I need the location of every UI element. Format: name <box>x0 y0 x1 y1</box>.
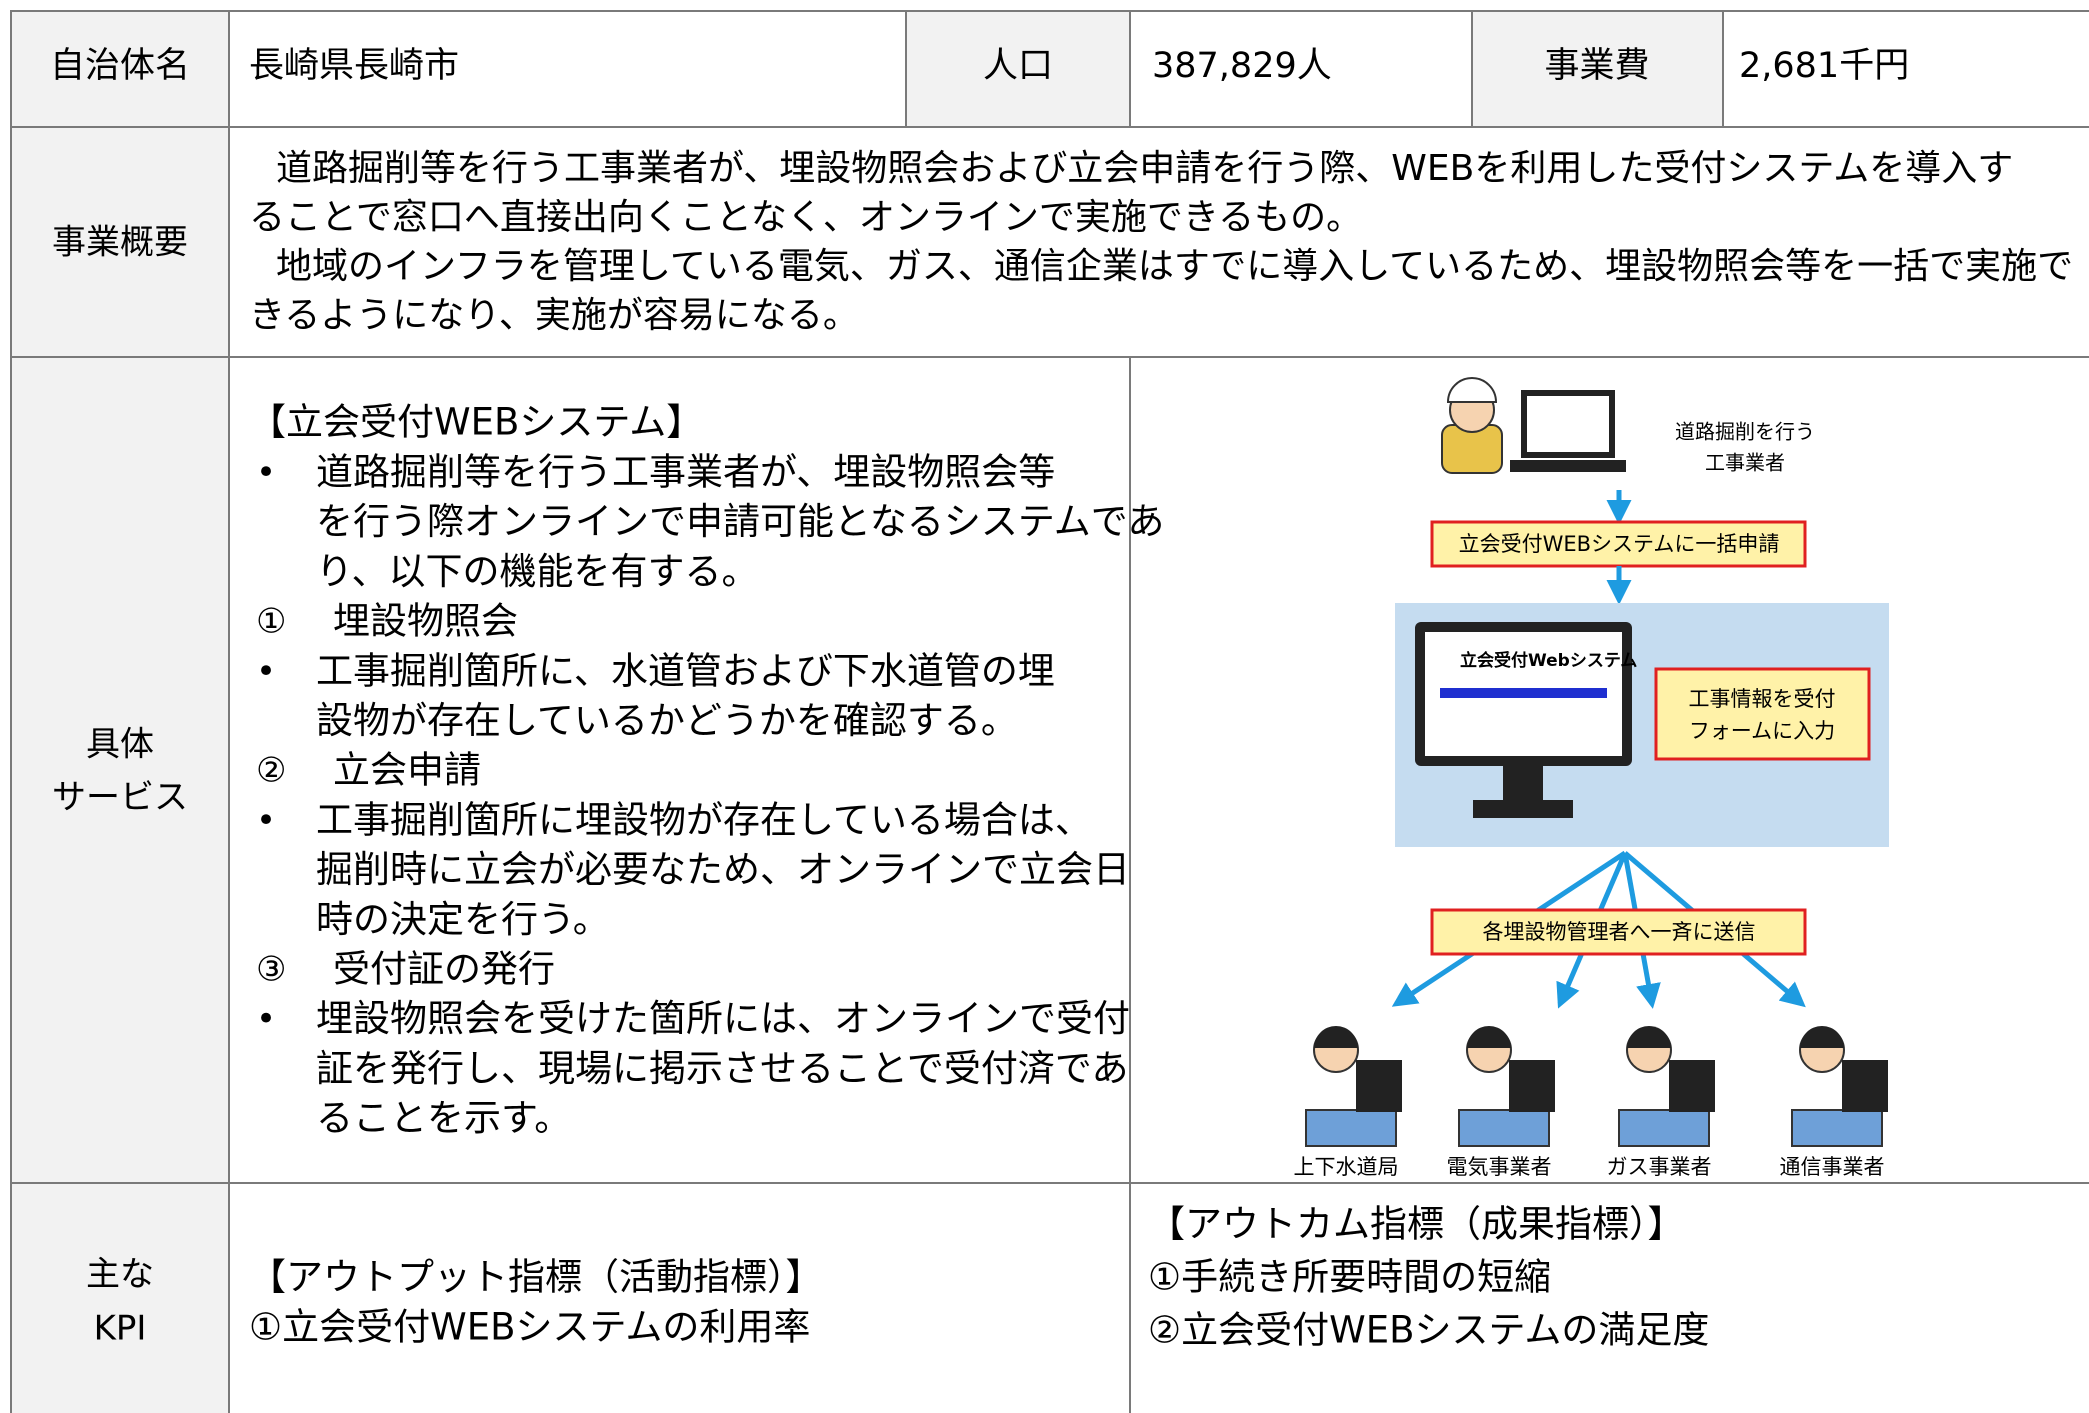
cell <box>228 10 907 128</box>
cell <box>228 126 2089 358</box>
operator-icon <box>1791 1026 1888 1147</box>
marker: • <box>256 800 276 840</box>
monitor <box>1356 1060 1402 1112</box>
marker: ① <box>256 602 286 642</box>
monitor <box>1669 1060 1715 1112</box>
operator-icon <box>1458 1026 1555 1147</box>
paragraph-line: 地域のインフラを管理している電気、ガス、通信企業はすでに導入しているため、埋設物… <box>276 246 2073 287</box>
paragraph-line: ることで窓口へ直接出向くことなく、オンラインで実施できるもの。 <box>249 197 1362 238</box>
item-line: 時の決定を行う。 <box>316 898 610 941</box>
marker: ③ <box>256 950 286 990</box>
item-line: ることを示す。 <box>316 1097 571 1140</box>
operator-icon <box>1305 1026 1402 1147</box>
value: 長崎県長崎市 <box>249 46 459 86</box>
cell <box>228 1182 1131 1413</box>
cell <box>10 356 230 1184</box>
cell <box>1471 10 1724 128</box>
label: KPI <box>94 1309 147 1349</box>
step-box <box>1430 520 1807 568</box>
kpi-line: 【アウトプット指標（活動指標）】 <box>249 1256 823 1299</box>
label: サービス <box>52 778 188 818</box>
marker: • <box>256 999 276 1039</box>
cell <box>1129 1182 2089 1413</box>
table-cells <box>10 10 2089 1413</box>
heading: 【立会受付WEBシステム】 <box>249 401 703 444</box>
step-label: 各埋設物管理者へ一斉に送信 <box>1483 920 1756 944</box>
label: 主な <box>86 1255 154 1295</box>
cell <box>1722 10 2089 128</box>
desk <box>1458 1109 1550 1147</box>
cell <box>10 126 230 358</box>
kpi-line: ①手続き所要時間の短縮 <box>1148 1256 1551 1299</box>
marker: • <box>256 651 276 691</box>
recipient-label: 電気事業者 <box>1447 1155 1552 1179</box>
step-box <box>1430 908 1807 956</box>
item-line: 受付証の発行 <box>333 948 555 991</box>
hair <box>1314 1026 1358 1048</box>
item-line: を行う際オンラインで申請可能となるシステムであ <box>316 500 1164 543</box>
paragraph-line: 道路掘削等を行う工事業者が、埋設物照会および立会申請を行う際、WEBを利用した受… <box>276 148 2013 189</box>
step-label: 立会受付WEBシステムに一括申請 <box>1459 532 1780 556</box>
worker-icon <box>1441 377 1503 474</box>
hair <box>1627 1026 1671 1048</box>
item-line: 証を発行し、現場に掲示させることで受付済であ <box>316 1047 1129 1090</box>
recipient-label: ガス事業者 <box>1607 1155 1712 1179</box>
marker: • <box>256 453 276 493</box>
diagram-label: 道路掘削を行う <box>1675 420 1815 444</box>
item-line: 埋設物照会を受けた箇所には、オンラインで受付 <box>316 997 1130 1040</box>
label: 自治体名 <box>50 46 190 86</box>
item-line: 工事掘削箇所に、水道管および下水道管の埋 <box>316 649 1055 692</box>
cell <box>905 10 1131 128</box>
item-line: 設物が存在しているかどうかを確認する。 <box>316 699 1018 742</box>
kpi-line: ②立会受付WEBシステムの満足度 <box>1148 1309 1709 1352</box>
item-line: 立会申請 <box>333 749 481 792</box>
item-line: 工事掘削箇所に埋設物が存在している場合は、 <box>316 798 1092 841</box>
hair <box>1800 1026 1844 1048</box>
operator-icon <box>1618 1026 1715 1147</box>
kpi-line: 【アウトカム指標（成果指標）】 <box>1148 1203 1685 1246</box>
cell <box>10 1182 230 1413</box>
cell <box>1129 10 1473 128</box>
marker: ② <box>256 751 286 791</box>
desk <box>1305 1109 1397 1147</box>
diagram <box>1391 377 1889 1009</box>
computer-icon <box>1510 390 1626 472</box>
item-line: り、以下の機能を有する。 <box>316 550 759 593</box>
paragraph-line: きるようになり、実施が容易になる。 <box>249 295 859 336</box>
label: 人口 <box>983 46 1053 86</box>
label: 事業費 <box>1544 46 1649 86</box>
screen-title: 立会受付Webシステム <box>1460 650 1637 671</box>
recipient-label: 上下水道局 <box>1294 1155 1399 1179</box>
step-box <box>1654 667 1871 761</box>
desk <box>1791 1109 1883 1147</box>
value: 2,681千円 <box>1739 46 1909 86</box>
cell <box>10 10 230 128</box>
recipient-label: 通信事業者 <box>1780 1155 1885 1179</box>
desk <box>1618 1109 1710 1147</box>
cell <box>228 356 1131 1184</box>
value: 387,829人 <box>1152 46 1332 86</box>
diagram-label: 工事業者 <box>1705 451 1785 475</box>
step-label: 工事情報を受付 <box>1689 687 1836 711</box>
label: 事業概要 <box>52 223 188 263</box>
monitor-icon <box>1415 622 1632 818</box>
hair <box>1467 1026 1511 1048</box>
item-line: 埋設物照会 <box>333 600 518 643</box>
step-label: フォームに入力 <box>1689 719 1835 743</box>
monitor <box>1842 1060 1888 1112</box>
item-line: 掘削時に立会が必要なため、オンラインで立会日 <box>316 848 1130 891</box>
kpi-line: ①立会受付WEBシステムの利用率 <box>249 1306 810 1349</box>
label: 具体 <box>86 725 154 765</box>
monitor <box>1509 1060 1555 1112</box>
item-line: 道路掘削等を行う工事業者が、埋設物照会等 <box>316 451 1055 494</box>
